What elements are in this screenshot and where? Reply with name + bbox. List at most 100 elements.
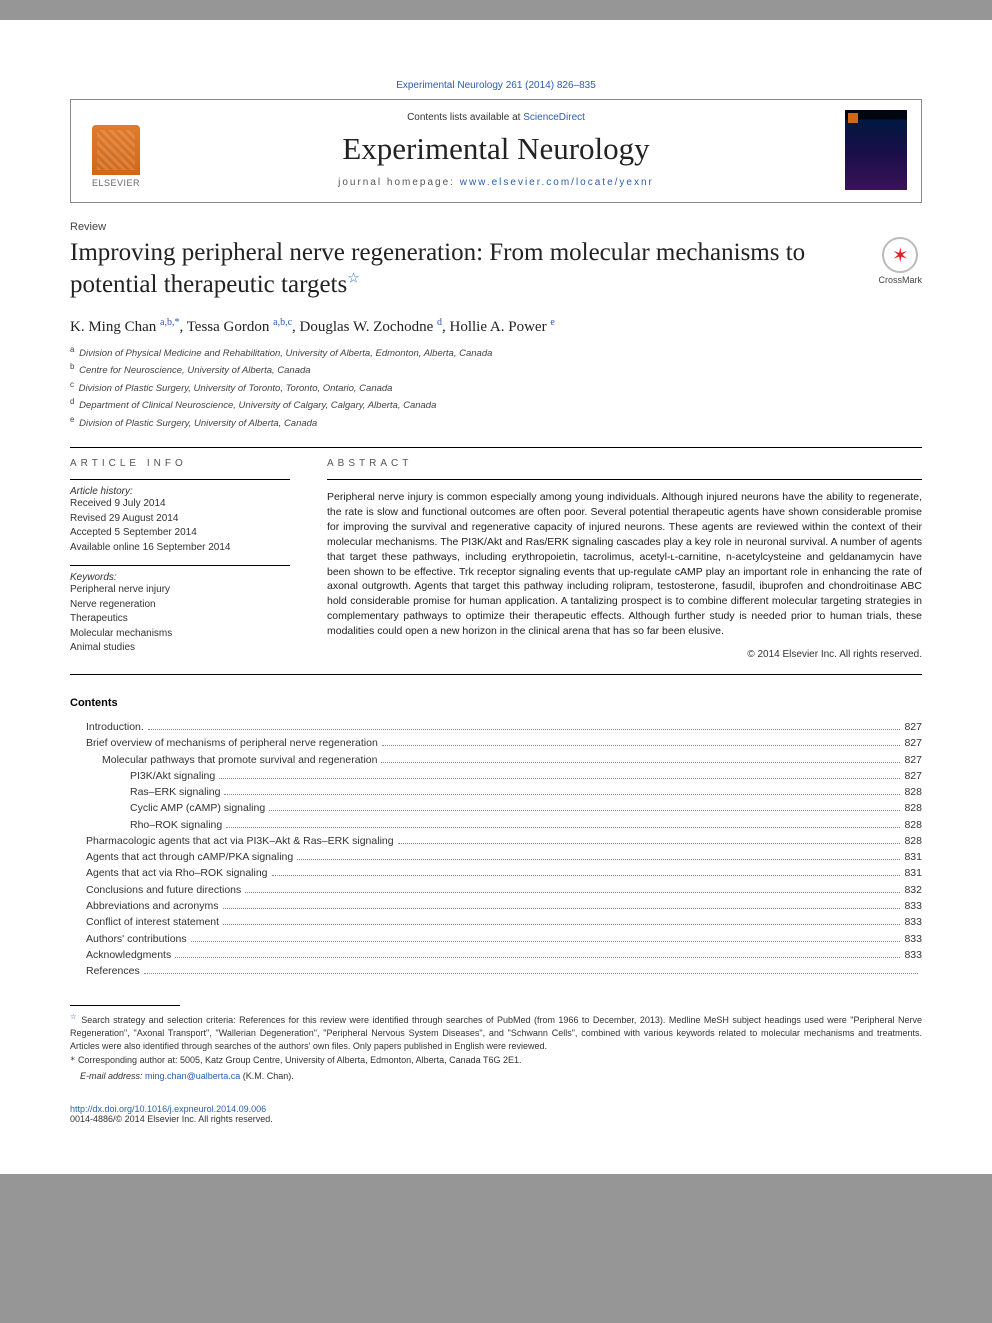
toc-item[interactable]: Rho–ROK signaling 828	[70, 817, 922, 833]
publisher-name: ELSEVIER	[92, 178, 140, 188]
author: Hollie A. Power e	[450, 319, 555, 335]
toc-leader-dots	[398, 843, 901, 844]
footnote-text: Search strategy and selection criteria: …	[70, 1015, 922, 1050]
journal-name: Experimental Neurology	[147, 131, 845, 167]
sciencedirect-link[interactable]: ScienceDirect	[523, 112, 585, 123]
author: Douglas W. Zochodne d	[300, 319, 442, 335]
affiliation: a Division of Physical Medicine and Reha…	[70, 344, 922, 361]
toc-page: 828	[904, 784, 922, 800]
journal-reference: Experimental Neurology 261 (2014) 826–83…	[70, 80, 922, 91]
toc-item[interactable]: Brief overview of mechanisms of peripher…	[70, 735, 922, 751]
keyword: Molecular mechanisms	[70, 627, 295, 642]
toc-label: Pharmacologic agents that act via PI3K–A…	[86, 833, 394, 849]
toc-page: 828	[904, 800, 922, 816]
toc-label: Rho–ROK signaling	[130, 817, 222, 833]
email-label: E-mail address:	[80, 1071, 143, 1081]
history-item: Received 9 July 2014	[70, 497, 295, 512]
star-icon: ☆	[70, 1012, 78, 1021]
toc-label: Cyclic AMP (cAMP) signaling	[130, 800, 265, 816]
journal-reference-link[interactable]: Experimental Neurology 261 (2014) 826–83…	[396, 80, 596, 91]
author: Tessa Gordon a,b,c	[187, 319, 292, 335]
contents-heading: Contents	[70, 697, 922, 709]
publisher-logo: ELSEVIER	[85, 113, 147, 188]
toc-item[interactable]: Introduction.827	[70, 719, 922, 735]
crossmark-icon: ✶	[882, 237, 918, 273]
toc-label: Authors' contributions	[86, 931, 187, 947]
elsevier-tree-icon	[92, 125, 140, 175]
history-label: Article history:	[70, 486, 295, 497]
toc-item[interactable]: References	[70, 963, 922, 979]
toc-leader-dots	[144, 973, 918, 974]
abstract-heading: abstract	[327, 458, 922, 469]
toc-label: Abbreviations and acronyms	[86, 898, 219, 914]
toc-page: 833	[904, 947, 922, 963]
toc-item[interactable]: PI3K/Akt signaling827	[70, 768, 922, 784]
history-item: Accepted 5 September 2014	[70, 526, 295, 541]
toc-label: Molecular pathways that promote survival…	[102, 752, 377, 768]
toc-page: 827	[904, 768, 922, 784]
divider	[70, 674, 922, 675]
toc-label: Acknowledgments	[86, 947, 171, 963]
affiliation: c Division of Plastic Surgery, Universit…	[70, 379, 922, 396]
footnote-email: E-mail address: ming.chan@ualberta.ca (K…	[70, 1070, 922, 1083]
homepage-link[interactable]: www.elsevier.com/locate/yexnr	[460, 177, 654, 188]
keyword: Nerve regeneration	[70, 598, 295, 613]
toc-leader-dots	[191, 941, 901, 942]
article-info-heading: article info	[70, 458, 295, 469]
toc-page: 827	[904, 752, 922, 768]
abstract-column: abstract Peripheral nerve injury is comm…	[327, 458, 922, 660]
toc-item[interactable]: Conclusions and future directions832	[70, 882, 922, 898]
toc-page: 828	[904, 817, 922, 833]
table-of-contents: Introduction.827Brief overview of mechan…	[70, 719, 922, 979]
crossmark-badge[interactable]: ✶ CrossMark	[878, 237, 922, 285]
toc-item[interactable]: Acknowledgments 833	[70, 947, 922, 963]
toc-label: Conflict of interest statement	[86, 914, 219, 930]
divider	[70, 479, 290, 480]
toc-item[interactable]: Ras–ERK signaling 828	[70, 784, 922, 800]
affiliation: e Division of Plastic Surgery, Universit…	[70, 414, 922, 431]
journal-cover-thumbnail	[845, 110, 907, 190]
footnote-text: Corresponding author at: 5005, Katz Grou…	[78, 1055, 522, 1065]
toc-item[interactable]: Cyclic AMP (cAMP) signaling 828	[70, 800, 922, 816]
toc-page: 827	[904, 719, 922, 735]
toc-leader-dots	[272, 875, 901, 876]
keyword: Animal studies	[70, 641, 295, 656]
divider	[327, 479, 922, 480]
footnote-corresponding: * Corresponding author at: 5005, Katz Gr…	[70, 1054, 922, 1068]
toc-item[interactable]: Pharmacologic agents that act via PI3K–A…	[70, 833, 922, 849]
toc-label: References	[86, 963, 140, 979]
toc-leader-dots	[297, 859, 900, 860]
toc-item[interactable]: Agents that act via Rho–ROK signaling831	[70, 865, 922, 881]
toc-leader-dots	[175, 957, 900, 958]
author: K. Ming Chan a,b,*	[70, 319, 179, 335]
article-info-column: article info Article history: Received 9…	[70, 458, 295, 660]
email-link[interactable]: ming.chan@ualberta.ca	[145, 1071, 240, 1081]
toc-page: 831	[904, 849, 922, 865]
abstract-copyright: © 2014 Elsevier Inc. All rights reserved…	[327, 649, 922, 660]
journal-header: ELSEVIER Contents lists available at Sci…	[70, 99, 922, 203]
affiliation-list: a Division of Physical Medicine and Reha…	[70, 344, 922, 431]
history-item: Revised 29 August 2014	[70, 512, 295, 527]
toc-label: Agents that act through cAMP/PKA signali…	[86, 849, 293, 865]
history-item: Available online 16 September 2014	[70, 541, 295, 556]
toc-item[interactable]: Authors' contributions833	[70, 931, 922, 947]
toc-page: 828	[904, 833, 922, 849]
toc-leader-dots	[148, 729, 901, 730]
divider	[70, 447, 922, 448]
toc-item[interactable]: Agents that act through cAMP/PKA signali…	[70, 849, 922, 865]
toc-item[interactable]: Conflict of interest statement 833	[70, 914, 922, 930]
contents-line: Contents lists available at ScienceDirec…	[147, 112, 845, 123]
doi-link[interactable]: http://dx.doi.org/10.1016/j.expneurol.20…	[70, 1104, 266, 1114]
toc-page: 833	[904, 914, 922, 930]
keywords-label: Keywords:	[70, 572, 295, 583]
page: Experimental Neurology 261 (2014) 826–83…	[0, 20, 992, 1174]
title-row: Improving peripheral nerve regeneration:…	[70, 237, 922, 301]
toc-item[interactable]: Abbreviations and acronyms833	[70, 898, 922, 914]
toc-item[interactable]: Molecular pathways that promote survival…	[70, 752, 922, 768]
toc-page: 827	[904, 735, 922, 751]
homepage-prefix: journal homepage:	[338, 177, 460, 188]
contents-prefix: Contents lists available at	[407, 112, 523, 123]
toc-leader-dots	[223, 924, 900, 925]
email-suffix: (K.M. Chan).	[243, 1071, 294, 1081]
toc-label: Ras–ERK signaling	[130, 784, 220, 800]
